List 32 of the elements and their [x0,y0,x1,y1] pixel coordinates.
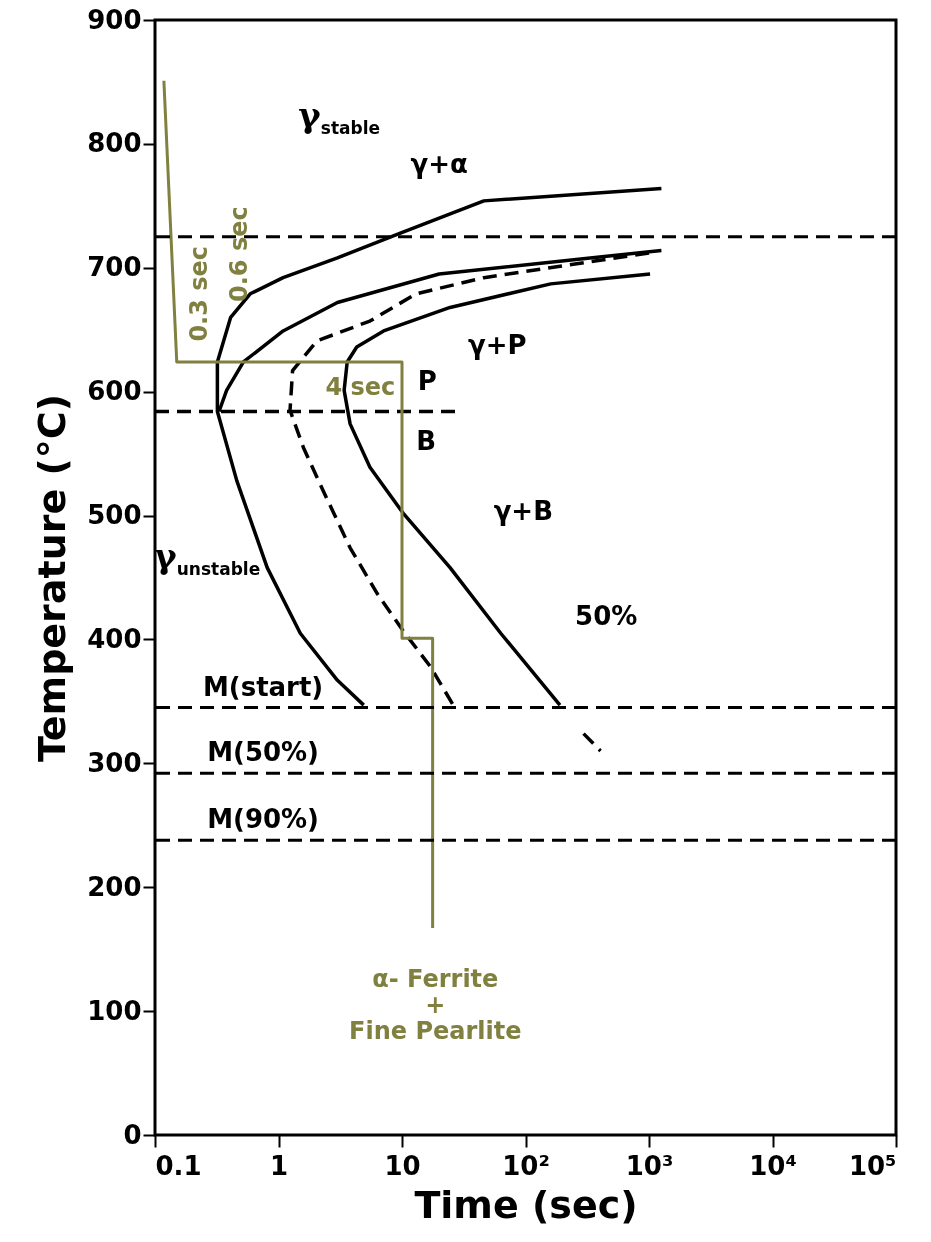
x-tick-label: 10² [502,1150,550,1181]
y-tick-label: 800 [87,128,142,159]
y-tick-label: 300 [87,747,142,778]
annotation: M(start) [202,671,324,702]
x-tick-label: 1 [269,1150,289,1181]
x-tick-label: 10⁴ [749,1150,797,1181]
y-tick-label: 600 [87,376,142,407]
x-tick-label: 10 [384,1150,421,1181]
annotation: γ+P [467,329,527,360]
y-tick-label: 700 [87,252,142,283]
annotation: 0.3 sec [184,245,213,342]
annotation: M(50%) [207,737,320,768]
annotation: α- Ferrite + Fine Pearlite [349,965,522,1046]
annotation: 50% [575,601,638,632]
y-tick-label: 100 [87,995,142,1026]
x-tick-label: 0.1 [155,1150,202,1181]
x-axis-title: Time (sec) [414,1182,638,1227]
y-tick-label: 500 [87,500,142,531]
annotation: 4 sec [325,372,396,401]
annotation: 0.6 sec [225,206,254,302]
y-tick-label: 900 [87,4,142,35]
y-axis-title: Temperature (°C) [30,393,75,763]
y-tick-label: 400 [87,623,142,654]
y-tick-label: 200 [87,871,142,902]
annotation: B [416,426,437,457]
annotation: γ+B [493,495,553,526]
annotation: M(90%) [207,804,320,835]
annotation: γ+α [410,148,468,179]
x-tick-label: 10⁵ [848,1150,897,1181]
x-tick-label: 10³ [625,1150,674,1181]
annotation: P [417,365,437,396]
y-tick-label: 0 [123,1119,142,1150]
